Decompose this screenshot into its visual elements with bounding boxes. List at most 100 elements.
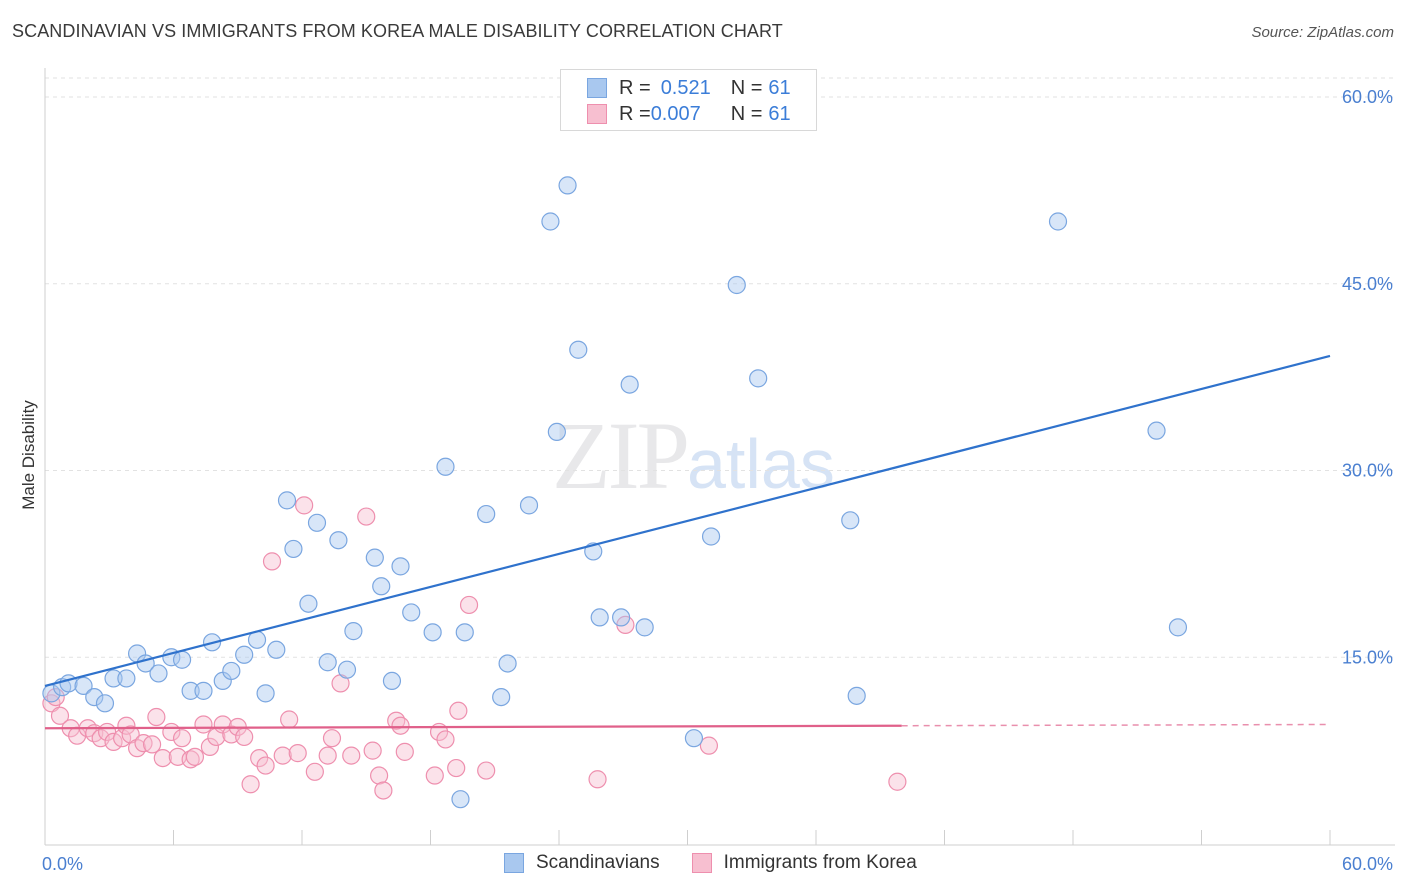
korea-point (461, 596, 478, 613)
legend-n-value: 61 (768, 77, 790, 100)
korea-point (264, 553, 281, 570)
korea-points (43, 497, 906, 799)
y-tick-label: 30.0% (1342, 461, 1393, 481)
korea-point (448, 760, 465, 777)
korea-point (274, 747, 291, 764)
korea-point (889, 773, 906, 790)
scandinavian-point (685, 730, 702, 747)
scandinavian-point (330, 532, 347, 549)
korea-point (195, 716, 212, 733)
scandinavian-point (613, 609, 630, 626)
scandinavian-point (366, 549, 383, 566)
scandinavian-point (345, 623, 362, 640)
scandinavian-point (559, 177, 576, 194)
scandinavian-point (728, 276, 745, 293)
legend-n-label: N = (731, 103, 763, 126)
legend-r-value: 0.521 (661, 77, 723, 100)
korea-point (589, 771, 606, 788)
scandinavian-points (43, 177, 1187, 808)
korea-point (323, 730, 340, 747)
y-tick-label: 60.0% (1342, 87, 1393, 107)
korea-point (375, 782, 392, 799)
korea-point (319, 747, 336, 764)
scandinavian-point (257, 685, 274, 702)
korea-point (437, 731, 454, 748)
scandinavian-point (392, 558, 409, 575)
scandinavian-point (118, 670, 135, 687)
korea-point (450, 702, 467, 719)
x-tick-label: 60.0% (1342, 854, 1393, 874)
scandinavian-point (300, 595, 317, 612)
scandinavian-point (268, 641, 285, 658)
legend-label: Immigrants from Korea (724, 852, 917, 874)
korea-point (343, 747, 360, 764)
scandinavian-point (308, 514, 325, 531)
scandinavian-point (842, 512, 859, 529)
korea-point (186, 748, 203, 765)
legend-row-korea: R = 0.007 N = 61 (587, 102, 791, 126)
scandinavian-point (437, 458, 454, 475)
korea-point (700, 737, 717, 754)
scandinavian-point (96, 695, 113, 712)
scandinavian-point (424, 624, 441, 641)
korea-point (392, 717, 409, 734)
scandinavian-point (285, 540, 302, 557)
legend-row-scandinavians: R = 0.521 N = 61 (587, 76, 791, 100)
series-legend: Scandinavians Immigrants from Korea (504, 852, 949, 874)
legend-n-label: N = (731, 77, 763, 100)
korea-point (371, 767, 388, 784)
scandinavian-point (636, 619, 653, 636)
pink-swatch-icon (587, 104, 607, 124)
scandinavian-point (591, 609, 608, 626)
korea-point (281, 711, 298, 728)
scatter-plot: 15.0%30.0%45.0%60.0%0.0% 60.0% Male Disab… (0, 0, 1406, 892)
tick-labels: 15.0% 30.0% 45.0% 60.0% 0.0% 60.0% (42, 87, 1393, 874)
legend-item-scandinavians[interactable]: Scandinavians (504, 852, 660, 874)
gridlines (45, 78, 1395, 657)
legend-label: Scandinavians (536, 852, 660, 874)
blue-swatch-icon (504, 853, 524, 873)
korea-point (478, 762, 495, 779)
scandinavian-point (338, 661, 355, 678)
scandinavian-point (621, 376, 638, 393)
scandinavian-point (174, 651, 191, 668)
scandinavian-point (452, 791, 469, 808)
pink-swatch-icon (692, 853, 712, 873)
legend-n-value: 61 (768, 103, 790, 126)
scandinavian-point (403, 604, 420, 621)
y-axis-title: Male Disability (19, 400, 38, 510)
scandinavian-point (499, 655, 516, 672)
scandinavian-point (150, 665, 167, 682)
scandinavian-trend-line (45, 356, 1330, 686)
korea-point (257, 757, 274, 774)
korea-point (174, 730, 191, 747)
legend-r-label: R = (619, 77, 651, 100)
korea-point (396, 743, 413, 760)
korea-trend-extension (902, 724, 1330, 725)
korea-point (358, 508, 375, 525)
scandinavian-point (373, 578, 390, 595)
scandinavian-point (236, 646, 253, 663)
scandinavian-point (548, 423, 565, 440)
korea-point (289, 745, 306, 762)
korea-point (154, 750, 171, 767)
korea-point (296, 497, 313, 514)
legend-r-value: 0.007 (651, 103, 723, 126)
scandinavian-point (848, 687, 865, 704)
x-tick-label: 0.0% (42, 854, 83, 874)
korea-point (364, 742, 381, 759)
scandinavian-point (1148, 422, 1165, 439)
scandinavian-point (478, 506, 495, 523)
korea-point (148, 709, 165, 726)
korea-point (242, 776, 259, 793)
korea-point (306, 763, 323, 780)
legend-item-korea[interactable]: Immigrants from Korea (692, 852, 917, 874)
scandinavian-point (223, 662, 240, 679)
scandinavian-point (493, 689, 510, 706)
y-tick-label: 45.0% (1342, 274, 1393, 294)
scandinavian-point (319, 654, 336, 671)
scandinavian-point (279, 492, 296, 509)
scandinavian-point (383, 672, 400, 689)
correlation-legend: R = 0.521 N = 61 R = 0.007 N = 61 (560, 69, 817, 131)
scandinavian-point (542, 213, 559, 230)
